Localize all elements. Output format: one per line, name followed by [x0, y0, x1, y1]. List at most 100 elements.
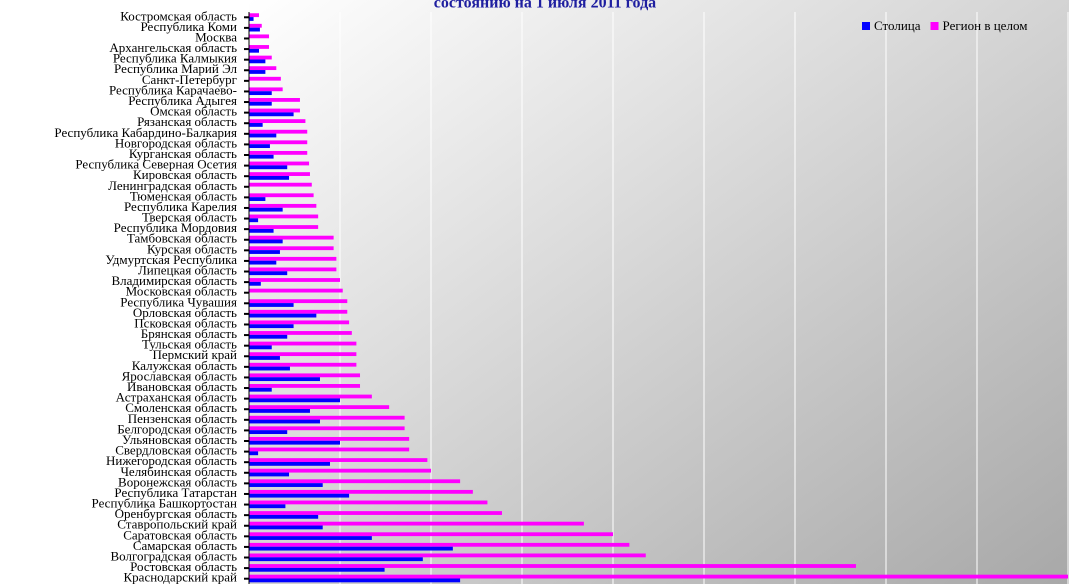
y-tick-label: Республика Башкортостан [92, 496, 238, 511]
bar [249, 299, 348, 304]
y-tick-label: Астраханская область [116, 390, 237, 405]
bar [249, 239, 283, 244]
bar [249, 331, 352, 335]
bar [249, 578, 461, 583]
bar [249, 165, 288, 170]
legend-label: Регион в целом [943, 18, 1028, 33]
y-tick-label: Тамбовская область [127, 231, 237, 246]
y-tick-label: Республика Адыгея [128, 93, 237, 108]
bar [249, 567, 385, 572]
y-tick-label: Ростовская область [130, 559, 237, 574]
y-tick-label: Нижегородская область [106, 453, 237, 468]
y-tick-label: Самарская область [133, 538, 237, 553]
y-tick-label: Республика Марий Эл [114, 61, 237, 76]
bar [249, 387, 272, 392]
bar [249, 313, 317, 318]
y-tick-label: Орловская область [133, 305, 237, 320]
bar [249, 440, 340, 445]
bar [249, 256, 337, 261]
bar [249, 504, 286, 509]
bar [249, 377, 320, 382]
y-tick-label: Воронежская область [118, 474, 237, 489]
bar [249, 66, 277, 71]
y-tick-label: Ивановская область [127, 379, 237, 394]
bar [249, 532, 613, 537]
bar [249, 493, 350, 498]
bar [249, 182, 312, 187]
bar [249, 447, 410, 452]
bar [249, 207, 283, 212]
bar [249, 500, 488, 505]
bar [249, 426, 405, 431]
bar [249, 59, 266, 64]
y-tick-label: Пензенская область [128, 411, 237, 426]
bar [249, 76, 281, 81]
bar [249, 101, 272, 106]
bar [249, 48, 260, 53]
bar [249, 70, 266, 74]
bar [249, 13, 260, 18]
bar [249, 521, 584, 526]
bar [249, 260, 277, 265]
bar [249, 415, 405, 420]
y-tick-label: Белгородская область [117, 421, 237, 436]
y-tick-label: Республика Северная Осетия [75, 157, 237, 172]
y-tick-label: Челябинская область [120, 464, 237, 479]
y-tick-label: Рязанская область [137, 114, 237, 129]
y-tick-label: Смоленская область [125, 400, 237, 415]
bar [249, 267, 337, 272]
bar [249, 17, 254, 21]
y-tick-label: Владимирская область [112, 273, 238, 288]
y-tick-label: Тюменская область [130, 188, 237, 203]
bar [249, 356, 280, 360]
bar [249, 108, 300, 113]
bar [249, 451, 259, 456]
y-tick-label: Республика Карачаево- [109, 82, 237, 97]
bar [249, 542, 630, 547]
bar [249, 472, 290, 477]
y-tick-label: Архангельская область [109, 40, 237, 55]
bar [249, 129, 308, 134]
bar [249, 461, 330, 466]
bar [249, 225, 319, 229]
bar [249, 140, 308, 145]
bar [249, 246, 334, 251]
bar [249, 45, 270, 49]
bar [249, 384, 361, 388]
bar [249, 228, 274, 233]
bar [249, 430, 288, 435]
bar [249, 154, 274, 159]
bar [249, 250, 280, 254]
bar [249, 161, 310, 166]
bar [249, 483, 323, 487]
y-tick-label: Псковская область [134, 315, 237, 330]
y-tick-label: Тульская область [142, 337, 237, 352]
bar [249, 34, 270, 39]
bar [249, 324, 294, 329]
bar [249, 281, 261, 286]
bar [249, 133, 277, 138]
bar [249, 218, 259, 223]
y-tick-label: Ярославская область [122, 368, 237, 383]
y-tick-label: Санкт-Петербург [142, 72, 237, 87]
bar [249, 235, 334, 240]
bar [249, 214, 319, 219]
bar [249, 468, 431, 473]
y-tick-label: Республика Кабардино-Балкария [54, 125, 237, 140]
y-tick-label: Ульяновская область [122, 432, 237, 447]
y-tick-label: Саратовская область [123, 527, 237, 542]
bar [249, 55, 272, 60]
y-tick-label: Курганская область [129, 146, 237, 161]
bar [249, 271, 288, 276]
y-tick-label: Волгоградская область [110, 549, 237, 564]
bar [249, 288, 343, 293]
bar [249, 564, 856, 568]
y-tick-label: Свердловская область [115, 443, 237, 458]
y-tick-label: Республика Коми [140, 19, 237, 34]
bar [249, 352, 357, 357]
y-tick-label: Республика Чувашия [120, 294, 237, 309]
bar [249, 197, 266, 201]
bar [249, 409, 310, 413]
bar [249, 193, 314, 198]
y-tick-label: Пермский край [153, 347, 238, 362]
